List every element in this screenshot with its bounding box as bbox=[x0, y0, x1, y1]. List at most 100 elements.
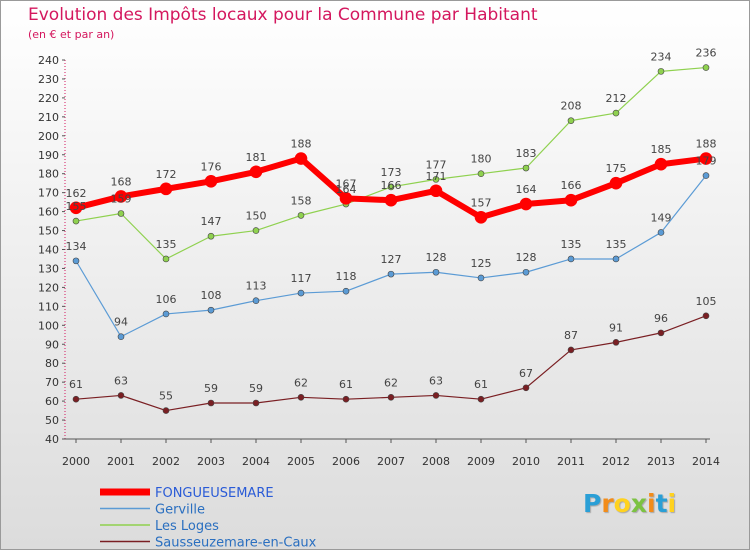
x-tick-label: 2001 bbox=[107, 455, 135, 468]
series-points bbox=[69, 64, 713, 414]
y-tick-label: 40 bbox=[45, 433, 59, 446]
data-label: 166 bbox=[561, 179, 582, 192]
data-point bbox=[432, 392, 440, 399]
data-label: 208 bbox=[561, 100, 582, 113]
data-point bbox=[567, 255, 575, 263]
data-point bbox=[162, 407, 170, 414]
data-point bbox=[204, 174, 218, 188]
legend-label: Gerville bbox=[155, 503, 205, 518]
y-tick-label: 110 bbox=[38, 300, 59, 313]
legend-label: FONGUEUSEMARE bbox=[155, 486, 274, 501]
logo-letter: t bbox=[655, 489, 668, 518]
data-point bbox=[702, 64, 710, 71]
data-point bbox=[657, 229, 665, 236]
y-tick-label: 190 bbox=[38, 149, 59, 162]
x-tick-label: 2013 bbox=[647, 455, 675, 468]
data-label: 135 bbox=[606, 238, 627, 251]
data-point bbox=[339, 192, 353, 205]
data-point bbox=[432, 176, 440, 183]
x-tick-label: 2008 bbox=[422, 455, 450, 468]
data-point bbox=[117, 392, 125, 399]
data-label: 147 bbox=[201, 215, 222, 228]
axes: 40 50 60 70 80 90 100 110 120 130 140 150 160 170 180 1… bbox=[38, 54, 720, 468]
data-label: 159 bbox=[111, 192, 132, 205]
data-label: 62 bbox=[294, 376, 308, 389]
data-label: 175 bbox=[606, 162, 627, 175]
x-tick-label: 2009 bbox=[467, 455, 495, 468]
data-label: 177 bbox=[426, 158, 447, 171]
data-point bbox=[387, 270, 395, 278]
data-point bbox=[207, 306, 215, 314]
chart-subtitle: (en € et par an) bbox=[28, 28, 115, 41]
data-point bbox=[342, 395, 350, 403]
x-tick-label: 2007 bbox=[377, 455, 405, 468]
data-label: 135 bbox=[156, 238, 177, 251]
data-point bbox=[162, 310, 170, 318]
y-tick-label: 170 bbox=[38, 187, 59, 200]
data-label: 118 bbox=[336, 270, 357, 283]
data-label: 87 bbox=[564, 329, 578, 342]
x-tick-label: 2003 bbox=[197, 455, 225, 468]
data-point bbox=[159, 182, 173, 196]
data-point bbox=[567, 117, 575, 124]
data-point bbox=[249, 165, 263, 179]
y-tick-label: 150 bbox=[38, 225, 59, 238]
data-label: 185 bbox=[651, 143, 672, 156]
proxiti-logo: Proxiti bbox=[583, 489, 676, 518]
data-point bbox=[699, 152, 713, 165]
data-label: 55 bbox=[159, 390, 173, 403]
data-label: 188 bbox=[291, 138, 312, 151]
data-label: 172 bbox=[156, 168, 177, 181]
data-label: 171 bbox=[426, 170, 447, 183]
data-label: 63 bbox=[114, 374, 128, 387]
data-label: 91 bbox=[609, 321, 623, 334]
data-label: 150 bbox=[246, 210, 267, 223]
y-tick-label: 50 bbox=[45, 414, 59, 427]
data-point bbox=[432, 268, 440, 276]
data-point bbox=[567, 346, 575, 354]
data-label: 62 bbox=[384, 376, 398, 389]
data-point bbox=[612, 339, 620, 346]
data-point bbox=[702, 172, 710, 179]
y-tick-label: 80 bbox=[45, 357, 59, 370]
data-label: 105 bbox=[696, 295, 717, 308]
data-label: 183 bbox=[516, 147, 537, 160]
y-tick-label: 160 bbox=[38, 206, 59, 219]
x-tick-label: 2010 bbox=[512, 455, 540, 468]
data-point bbox=[294, 152, 308, 165]
data-point bbox=[519, 197, 533, 211]
data-label: 134 bbox=[66, 240, 87, 253]
y-tick-label: 140 bbox=[38, 244, 59, 257]
data-label: 108 bbox=[201, 289, 222, 302]
data-label: 117 bbox=[291, 272, 312, 285]
y-tick-label: 210 bbox=[38, 111, 59, 124]
y-tick-label: 220 bbox=[38, 92, 59, 105]
y-tick-label: 60 bbox=[45, 395, 59, 408]
data-point bbox=[72, 395, 80, 403]
data-label: 168 bbox=[111, 175, 132, 188]
x-tick-label: 2004 bbox=[242, 455, 270, 468]
data-label: 167 bbox=[336, 177, 357, 190]
data-label: 106 bbox=[156, 293, 177, 306]
legend-label: Les Loges bbox=[155, 519, 219, 534]
data-label: 135 bbox=[561, 238, 582, 251]
y-tick-label: 120 bbox=[38, 281, 59, 294]
data-point bbox=[609, 176, 623, 190]
data-point bbox=[654, 157, 668, 171]
data-point bbox=[702, 312, 710, 320]
data-label: 236 bbox=[696, 47, 717, 60]
y-tick-label: 70 bbox=[45, 376, 59, 389]
data-point bbox=[387, 183, 395, 191]
data-label: 162 bbox=[66, 187, 87, 200]
data-point bbox=[522, 164, 530, 172]
data-point bbox=[252, 399, 260, 407]
logo-letter: i bbox=[647, 489, 656, 518]
data-point bbox=[252, 297, 260, 304]
logo-letter: P bbox=[583, 489, 602, 518]
data-point bbox=[657, 329, 665, 337]
data-point bbox=[477, 274, 485, 282]
data-point bbox=[612, 255, 620, 263]
y-tick-label: 240 bbox=[38, 54, 59, 67]
data-label: 188 bbox=[696, 138, 717, 151]
x-tick-label: 2002 bbox=[152, 455, 180, 468]
